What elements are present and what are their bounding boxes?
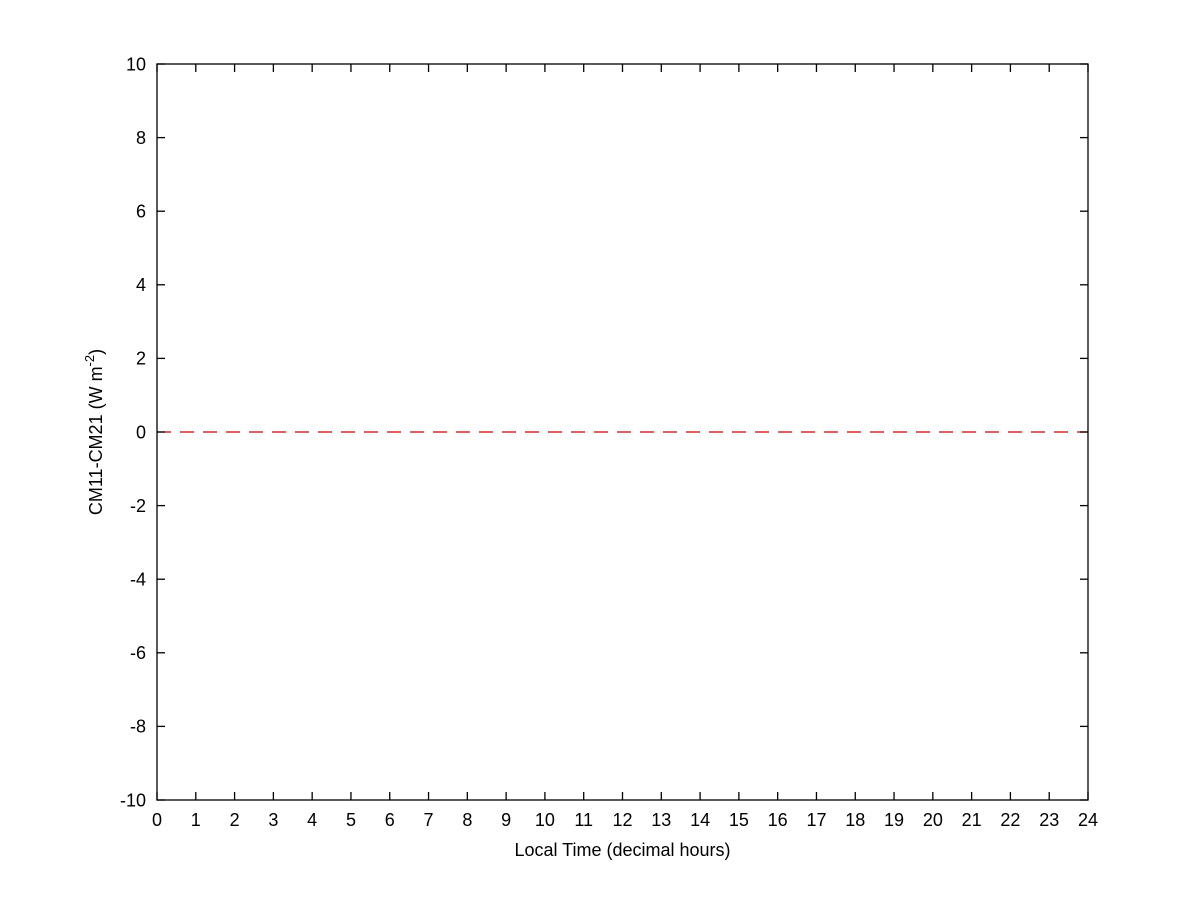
x-tick-label: 24 <box>1078 810 1098 830</box>
x-tick-label: 5 <box>346 810 356 830</box>
x-tick-label: 16 <box>768 810 788 830</box>
y-tick-label: 2 <box>136 349 146 369</box>
y-tick-label: 0 <box>136 422 146 442</box>
x-tick-label: 6 <box>385 810 395 830</box>
y-tick-label: 10 <box>126 54 146 74</box>
x-tick-label: 7 <box>424 810 434 830</box>
x-tick-label: 20 <box>923 810 943 830</box>
x-tick-label: 3 <box>268 810 278 830</box>
y-tick-label: 6 <box>136 202 146 222</box>
x-tick-label: 10 <box>535 810 555 830</box>
x-tick-label: 14 <box>690 810 710 830</box>
y-tick-label: 8 <box>136 128 146 148</box>
x-tick-label: 23 <box>1039 810 1059 830</box>
x-tick-label: 12 <box>612 810 632 830</box>
y-tick-label: -6 <box>130 643 146 663</box>
y-tick-label: -4 <box>130 570 146 590</box>
x-axis-label: Local Time (decimal hours) <box>514 840 730 860</box>
x-tick-label: 17 <box>806 810 826 830</box>
x-tick-label: 22 <box>1000 810 1020 830</box>
x-tick-label: 8 <box>462 810 472 830</box>
y-axis-label: CM11-CM21 (W m-2) <box>82 349 106 515</box>
x-tick-label: 18 <box>845 810 865 830</box>
x-tick-label: 21 <box>962 810 982 830</box>
x-tick-label: 11 <box>574 810 593 830</box>
x-tick-label: 1 <box>191 810 201 830</box>
x-tick-label: 9 <box>501 810 511 830</box>
y-tick-label: 4 <box>136 275 146 295</box>
x-tick-label: 19 <box>884 810 904 830</box>
y-tick-label: -2 <box>130 496 146 516</box>
x-tick-label: 4 <box>307 810 317 830</box>
x-tick-label: 15 <box>729 810 749 830</box>
x-tick-label: 0 <box>152 810 162 830</box>
x-tick-label: 2 <box>230 810 240 830</box>
y-tick-label: -8 <box>130 717 146 737</box>
x-tick-label: 13 <box>651 810 671 830</box>
y-tick-label: -10 <box>120 790 146 810</box>
